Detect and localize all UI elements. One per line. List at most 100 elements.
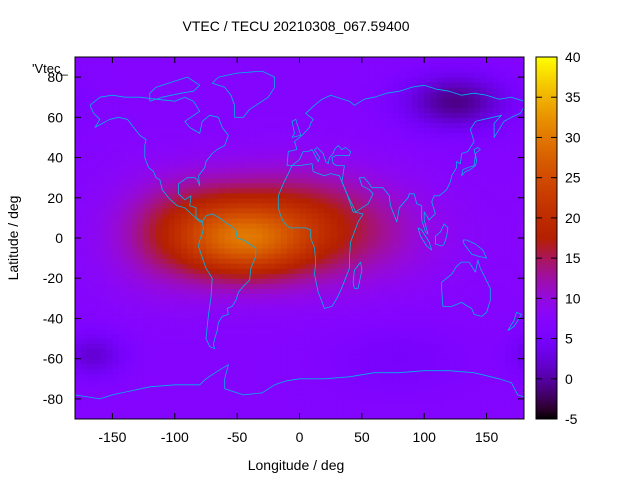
heatmap-cell (124, 343, 132, 350)
heatmap-cell (380, 177, 388, 184)
heatmap-cell (75, 87, 82, 93)
heatmap-cell (99, 283, 107, 289)
heatmap-cell (118, 142, 126, 149)
heatmap-cell (324, 157, 332, 164)
heatmap-cell (255, 343, 263, 350)
heatmap-cell (436, 303, 444, 309)
heatmap-cell (386, 172, 394, 179)
heatmap-cell (461, 67, 469, 73)
heatmap-cell (474, 97, 481, 103)
heatmap-cell (255, 167, 263, 174)
heatmap-cell (349, 258, 357, 264)
heatmap-cell (318, 87, 326, 93)
heatmap-cell (311, 313, 319, 320)
heatmap-cell (492, 408, 500, 415)
heatmap-cell (455, 217, 463, 224)
heatmap-cell (168, 343, 176, 350)
heatmap-cell (399, 92, 407, 98)
heatmap-cell (411, 343, 419, 350)
heatmap-cell (393, 368, 400, 375)
heatmap-cell (305, 353, 313, 360)
heatmap-cell (181, 87, 188, 93)
heatmap-cell (118, 323, 126, 330)
heatmap-cell (268, 308, 276, 315)
heatmap-cell (237, 167, 244, 174)
heatmap-cell (455, 313, 463, 320)
heatmap-cell (75, 167, 82, 174)
heatmap-cell (393, 278, 400, 284)
heatmap-cell (430, 57, 438, 63)
heatmap-cell (380, 323, 388, 330)
heatmap-cell (405, 308, 413, 315)
heatmap-cell (417, 363, 425, 370)
heatmap-cell (243, 278, 251, 284)
heatmap-cell (442, 373, 450, 380)
heatmap-cell (224, 152, 232, 159)
heatmap-cell (118, 122, 126, 128)
heatmap-cell (187, 72, 195, 78)
heatmap-cell (280, 408, 288, 415)
heatmap-cell (386, 72, 394, 78)
heatmap-cell (181, 77, 188, 83)
heatmap-cell (386, 353, 394, 360)
heatmap-cell (75, 227, 82, 234)
heatmap-cell (430, 318, 438, 325)
heatmap-cell (380, 243, 388, 249)
heatmap-cell (417, 67, 425, 73)
heatmap-cell (368, 368, 375, 375)
heatmap-cell (442, 142, 450, 149)
heatmap-cell (461, 187, 469, 194)
heatmap-cell (386, 222, 394, 229)
heatmap-cell (405, 363, 413, 370)
heatmap-cell (199, 127, 207, 134)
heatmap-cell (131, 157, 138, 164)
heatmap-cell (156, 333, 163, 340)
heatmap-cell (324, 373, 332, 380)
heatmap-cell (380, 97, 388, 103)
heatmap-cell (411, 192, 419, 199)
heatmap-cell (330, 303, 338, 309)
heatmap-cell (199, 187, 207, 194)
heatmap-cell (218, 248, 226, 254)
heatmap-cell (205, 232, 213, 239)
heatmap-cell (474, 197, 481, 204)
heatmap-cell (181, 152, 188, 159)
heatmap-cell (262, 358, 269, 365)
heatmap-cell (461, 87, 469, 93)
heatmap-cell (168, 358, 176, 365)
heatmap-cell (118, 338, 126, 345)
heatmap-cell (287, 378, 294, 385)
heatmap-cell (174, 348, 182, 355)
heatmap-cell (99, 207, 107, 214)
heatmap-cell (430, 207, 438, 214)
heatmap-cell (442, 157, 450, 164)
heatmap-cell (349, 122, 357, 128)
heatmap-cell (336, 353, 344, 360)
heatmap-cell (293, 232, 301, 239)
heatmap-cell (262, 127, 269, 134)
heatmap-cell (181, 328, 188, 335)
heatmap-cell (106, 408, 114, 415)
heatmap-cell (193, 62, 201, 68)
heatmap-cell (393, 162, 400, 169)
heatmap-cell (193, 202, 201, 209)
heatmap-cell (87, 117, 95, 123)
heatmap-cell (99, 323, 107, 330)
heatmap-cell (318, 328, 326, 335)
heatmap-cell (237, 197, 244, 204)
heatmap-cell (99, 167, 107, 174)
heatmap-cell (87, 197, 95, 204)
heatmap-cell (156, 67, 163, 73)
heatmap-cell (149, 278, 157, 284)
heatmap-cell (417, 112, 425, 118)
heatmap-cell (168, 278, 176, 284)
heatmap-cell (106, 187, 114, 194)
heatmap-cell (99, 82, 107, 88)
heatmap-cell (455, 152, 463, 159)
heatmap-cell (399, 227, 407, 234)
heatmap-cell (374, 278, 382, 284)
heatmap-cell (405, 97, 413, 103)
heatmap-cell (499, 102, 506, 108)
heatmap-cell (93, 368, 101, 375)
heatmap-cell (75, 72, 82, 78)
